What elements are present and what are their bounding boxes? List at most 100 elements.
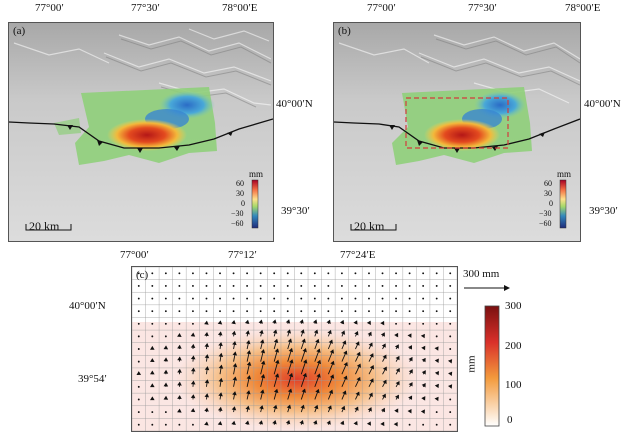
slip-vector-head (420, 409, 425, 414)
slip-vector-head (231, 406, 237, 411)
slip-vector (395, 284, 398, 287)
slip-vector-head (315, 338, 320, 344)
slip-vector-head (299, 419, 304, 425)
slip-vector (340, 310, 343, 313)
slip-cb-unit: mm (465, 355, 478, 373)
slip-vector-head (272, 319, 277, 324)
slip-vector-head (421, 370, 426, 375)
slip-vector-head (204, 379, 210, 384)
slip-vector (151, 335, 154, 338)
slip-vector (449, 398, 452, 401)
slip-vector (422, 310, 425, 313)
c-top-label-2: 77°12′ (228, 249, 257, 261)
slip-vector-head (288, 347, 294, 353)
slip-vector (137, 398, 140, 401)
slip-vector (164, 272, 167, 275)
slip-vector (395, 272, 398, 275)
slip-vector-head (434, 383, 439, 389)
slip-vector (178, 297, 181, 300)
slip-vector-head (218, 341, 223, 347)
slip-vector-head (246, 390, 251, 395)
slip-vector-head (380, 407, 386, 413)
slip-vector (137, 272, 140, 275)
slip-vector (178, 322, 181, 325)
slip-vector-head (163, 395, 169, 400)
slip-vector (449, 272, 452, 275)
slip-vector-head (420, 333, 425, 339)
slip-vector-head (381, 393, 386, 399)
slip-vector (259, 272, 262, 275)
slip-vector (422, 423, 425, 426)
slip-vector-head (316, 359, 322, 365)
slip-vector (191, 272, 194, 275)
slip-vector (449, 284, 452, 287)
slip-vector (164, 310, 167, 313)
slip-vector (178, 284, 181, 287)
slip-vector-head (232, 351, 238, 356)
slip-vector-head (302, 359, 308, 364)
slip-vector-head (285, 419, 291, 425)
panel-b-map: (b) 20 km mm 60 30 0 −30 −60 (333, 22, 581, 242)
slip-vector (395, 297, 398, 300)
slip-vector-head (447, 359, 453, 364)
panel-b-colorbar-unit: mm (557, 169, 572, 179)
panel-a-scale-label: 20 km (29, 219, 60, 233)
panel-a-cb-tick-60: 60 (236, 179, 244, 188)
slip-vector (164, 322, 167, 325)
slip-vector-head (204, 331, 209, 337)
slip-vector-head (204, 421, 209, 426)
slip-vector (327, 310, 330, 313)
slip-vector (164, 423, 167, 426)
slip-vector-head (204, 342, 210, 348)
slip-vector-head (177, 368, 182, 373)
slip-vector-head (434, 370, 439, 376)
slip-vector (313, 272, 316, 275)
slip-vector (449, 310, 452, 313)
slip-vector (151, 322, 154, 325)
slip-vector-head (177, 333, 182, 338)
slip-vector-head (177, 395, 182, 400)
slip-vector-head (204, 320, 209, 325)
slip-vector (137, 310, 140, 313)
slip-vector (381, 310, 384, 313)
slip-vector-head (217, 320, 223, 325)
slip-vector-head (408, 369, 413, 374)
c-top-label-3: 77°24′E (340, 249, 376, 261)
slip-vector (368, 310, 370, 313)
slip-cb-tick-300: 300 (505, 300, 522, 312)
slip-vector-head (356, 363, 361, 368)
slip-vector-head (190, 408, 196, 413)
slip-vector (232, 272, 235, 275)
slip-vector-head (204, 366, 210, 371)
slip-vector-head (217, 406, 223, 411)
slip-vector (137, 348, 140, 350)
slip-vector-head (341, 405, 346, 411)
slip-vector (259, 297, 262, 300)
slip-vector-head (177, 381, 182, 386)
slip-vector-head (204, 393, 210, 398)
slip-vector (137, 423, 140, 426)
slip-vector (408, 272, 411, 275)
slip-vector-head (163, 382, 169, 387)
slip-vector-head (190, 332, 196, 337)
slip-vector (286, 310, 289, 313)
slip-vector-head (339, 319, 345, 325)
slip-vector (435, 310, 438, 313)
slip-vector-head (434, 396, 439, 402)
slip-vector (422, 297, 425, 300)
slip-vector (449, 411, 452, 414)
slip-vector-head (353, 320, 358, 325)
slip-vector (273, 272, 276, 275)
slip-vector-head (366, 320, 371, 326)
slip-vector (191, 310, 194, 313)
a-top-label-2: 77°30′ (131, 2, 160, 14)
slip-vector-head (327, 329, 332, 335)
slip-vector-head (394, 344, 399, 349)
slip-vector (178, 423, 181, 426)
slip-vector (300, 272, 303, 275)
slip-vector-head (312, 319, 318, 324)
slip-vector-head (273, 404, 278, 410)
slip-vector (205, 310, 208, 313)
slip-vector (368, 272, 370, 275)
slip-vector (259, 284, 262, 287)
